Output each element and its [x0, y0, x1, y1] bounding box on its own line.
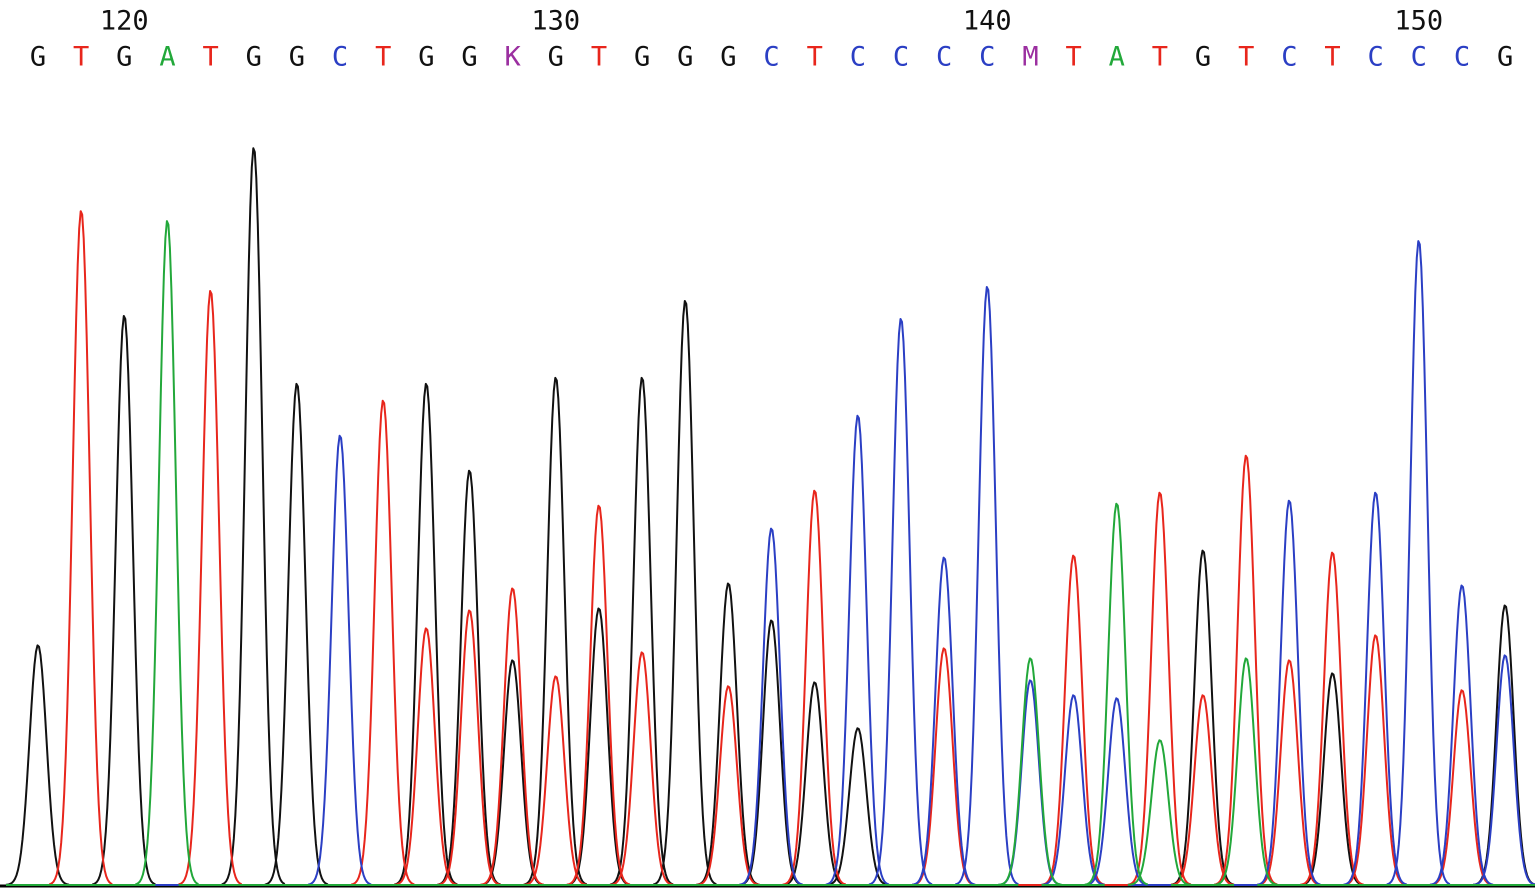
base-call: G — [677, 42, 693, 73]
trace-peak — [48, 210, 113, 886]
x-tick-label: 150 — [1394, 6, 1443, 37]
trace-peak — [825, 414, 890, 886]
trace-peak — [480, 587, 544, 886]
trace-peak — [1127, 739, 1192, 886]
base-call: G — [289, 42, 305, 73]
trace-peak — [437, 609, 501, 886]
base-call: G — [418, 42, 434, 73]
base-call: C — [332, 42, 348, 73]
trace-peak — [1429, 584, 1494, 886]
x-tick-label: 130 — [531, 6, 580, 37]
base-call: T — [1152, 42, 1168, 73]
trace-peak — [307, 434, 372, 886]
base-call: G — [116, 42, 132, 73]
base-call: G — [1497, 42, 1513, 73]
trace-peak — [1041, 554, 1105, 886]
base-call: G — [1195, 42, 1211, 73]
trace-peak — [523, 376, 588, 886]
trace-peak — [1214, 454, 1278, 886]
trace-peak — [609, 376, 674, 886]
trace-peak — [653, 300, 717, 886]
base-call: T — [375, 42, 391, 73]
x-tick-label: 140 — [963, 6, 1012, 37]
base-call: C — [1368, 42, 1384, 73]
base-call: T — [1238, 42, 1254, 73]
base-call: C — [1454, 42, 1470, 73]
base-call: K — [505, 42, 522, 73]
trace-peak — [5, 644, 70, 886]
base-call: C — [893, 42, 909, 73]
base-call: C — [763, 42, 779, 73]
base-call: T — [591, 42, 607, 73]
base-call: G — [634, 42, 650, 73]
base-call: A — [1109, 42, 1125, 73]
base-call: C — [979, 42, 995, 73]
base-call: C — [1281, 42, 1297, 73]
trace-peak — [1214, 657, 1278, 886]
traces — [5, 147, 1535, 886]
trace-peak — [825, 727, 890, 886]
trace-peak — [1257, 499, 1321, 886]
trace-peak — [1429, 689, 1494, 886]
trace-peak — [696, 582, 760, 886]
base-call: C — [936, 42, 952, 73]
trace-peak — [998, 657, 1062, 886]
base-call: T — [1324, 42, 1340, 73]
trace-peak — [739, 527, 803, 886]
trace-peak — [394, 627, 458, 886]
x-tick-label: 120 — [100, 6, 149, 37]
base-call: G — [720, 42, 736, 73]
base-call: T — [807, 42, 823, 73]
base-call: A — [159, 42, 175, 73]
trace-peak — [1472, 654, 1535, 886]
base-call: T — [73, 42, 89, 73]
trace-peak — [954, 286, 1019, 886]
base-call: G — [548, 42, 564, 73]
base-call: C — [850, 42, 866, 73]
trace-peak — [1386, 240, 1451, 886]
trace-peak — [1084, 697, 1148, 886]
base-call: T — [1065, 42, 1081, 73]
trace-peak — [868, 318, 933, 886]
trace-peak — [1084, 502, 1149, 886]
base-call: G — [246, 42, 262, 73]
base-call: M — [1022, 42, 1038, 73]
trace-peak — [135, 220, 199, 886]
base-call: T — [202, 42, 218, 73]
trace-peak — [609, 651, 674, 886]
base-call: G — [30, 42, 46, 73]
trace-peak — [566, 504, 631, 886]
trace-peak — [437, 469, 501, 886]
trace-peak — [264, 382, 329, 886]
base-call: G — [461, 42, 477, 73]
base-call: C — [1411, 42, 1427, 73]
